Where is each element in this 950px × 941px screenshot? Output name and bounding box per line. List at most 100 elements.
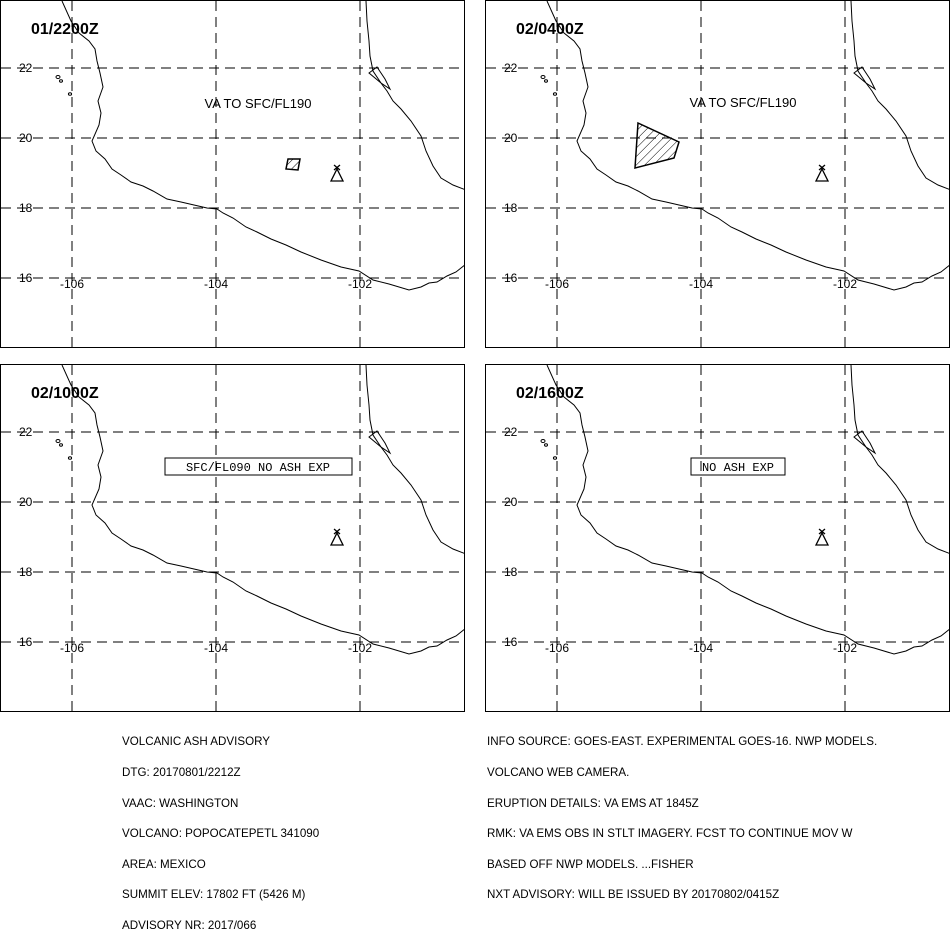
pacific-coastline xyxy=(546,1,949,291)
ash-area xyxy=(634,121,680,169)
annotation: VA TO SFC/FL190 xyxy=(690,95,797,110)
volcano-icon xyxy=(329,164,345,182)
lon-tick-label: -104 xyxy=(204,277,228,291)
lon-tick-label: -102 xyxy=(833,277,857,291)
island xyxy=(544,79,548,83)
island xyxy=(59,443,63,447)
advisory-line: NXT ADVISORY: WILL BE ISSUED BY 20170802… xyxy=(487,888,780,902)
lagoon xyxy=(853,430,877,455)
lagoon xyxy=(368,66,392,91)
lat-tick-label: 18 xyxy=(19,565,33,579)
advisory-line: SUMMIT ELEV: 17802 FT (5426 M) xyxy=(122,888,306,902)
lagoon xyxy=(368,430,392,455)
graticule xyxy=(1,365,464,711)
advisory-line: AREA: MEXICO xyxy=(122,857,206,871)
advisory-line: BASED OFF NWP MODELS. ...FISHER xyxy=(487,857,694,871)
gulf-coastline xyxy=(850,365,949,554)
pacific-coastline xyxy=(61,365,464,655)
lon-tick-label: -106 xyxy=(60,641,84,655)
advisory-line: DTG: 20170801/2212Z xyxy=(122,766,241,779)
lat-tick-label: 22 xyxy=(19,61,33,75)
coastline xyxy=(55,1,464,291)
lagoon xyxy=(853,66,877,91)
annotation: NO ASH EXP xyxy=(690,457,786,476)
island xyxy=(67,92,73,96)
lat-tick-label: 16 xyxy=(504,271,518,285)
lat-tick-label: 18 xyxy=(504,201,518,215)
island xyxy=(552,92,558,96)
lon-tick-label: -106 xyxy=(60,277,84,291)
lat-tick-label: 20 xyxy=(19,495,33,509)
lat-tick-label: 18 xyxy=(19,201,33,215)
island xyxy=(55,75,61,79)
annotation: SFC/FL090 NO ASH EXP xyxy=(164,457,353,476)
island xyxy=(540,439,546,443)
ash-polygon xyxy=(285,158,301,171)
island xyxy=(67,456,73,460)
lon-tick-label: -104 xyxy=(689,641,713,655)
island xyxy=(55,439,61,443)
island xyxy=(540,75,546,79)
advisory-line: VOLCANIC ASH ADVISORY xyxy=(122,735,270,749)
island xyxy=(552,456,558,460)
lon-tick-label: -106 xyxy=(545,641,569,655)
volcano-icon xyxy=(814,528,830,546)
graticule xyxy=(1,1,464,347)
panel-title: 02/1600Z xyxy=(516,385,584,402)
lon-tick-label: -102 xyxy=(348,641,372,655)
coastline xyxy=(540,365,949,655)
annotation: VA TO SFC/FL190 xyxy=(205,96,312,111)
lat-tick-label: 16 xyxy=(19,271,33,285)
advisory-info-left: VOLCANIC ASH ADVISORY DTG: 20170801/2212… xyxy=(122,717,319,941)
advisory-info-right: INFO SOURCE: GOES-EAST. EXPERIMENTAL GOE… xyxy=(487,717,877,911)
lon-tick-label: -104 xyxy=(204,641,228,655)
lat-tick-label: 20 xyxy=(504,495,518,509)
advisory-line: VOLCANO: POPOCATEPETL 341090 xyxy=(122,827,320,841)
lat-tick-label: 20 xyxy=(19,131,33,145)
annotation-text: VA TO SFC/FL190 xyxy=(690,95,797,110)
pacific-coastline xyxy=(546,365,949,655)
advisory-line: VAAC: WASHINGTON xyxy=(122,796,239,810)
lon-tick-label: -102 xyxy=(348,277,372,291)
lon-tick-label: -104 xyxy=(689,277,713,291)
pacific-coastline xyxy=(61,1,464,291)
advisory-line: ADVISORY NR: 2017/066 xyxy=(122,918,257,932)
lat-tick-label: 16 xyxy=(19,635,33,649)
volcano-icon xyxy=(814,164,830,182)
volcano-icon xyxy=(329,528,345,546)
ash-area xyxy=(285,158,301,171)
advisory-line: ERUPTION DETAILS: VA EMS AT 1845Z xyxy=(487,796,699,810)
annotation-text: NO ASH EXP xyxy=(702,461,774,475)
lat-tick-label: 16 xyxy=(504,635,518,649)
coastline xyxy=(540,1,949,291)
gulf-coastline xyxy=(365,365,464,554)
graticule xyxy=(486,1,949,347)
panel-title: 02/0400Z xyxy=(516,21,584,38)
lon-tick-label: -102 xyxy=(833,641,857,655)
graticule xyxy=(486,365,949,711)
ash-polygon xyxy=(634,121,680,169)
island xyxy=(59,79,63,83)
panel-title: 02/1000Z xyxy=(31,385,99,402)
lat-tick-label: 18 xyxy=(504,565,518,579)
annotation-text: VA TO SFC/FL190 xyxy=(205,96,312,111)
panel-title: 01/2200Z xyxy=(31,21,99,38)
advisory-line: VOLCANO WEB CAMERA. xyxy=(487,766,630,779)
annotation-text: SFC/FL090 NO ASH EXP xyxy=(186,461,330,475)
island xyxy=(544,443,548,447)
advisory-line: RMK: VA EMS OBS IN STLT IMAGERY. FCST TO… xyxy=(487,827,853,841)
gulf-coastline xyxy=(365,1,464,190)
lat-tick-label: 22 xyxy=(504,61,518,75)
